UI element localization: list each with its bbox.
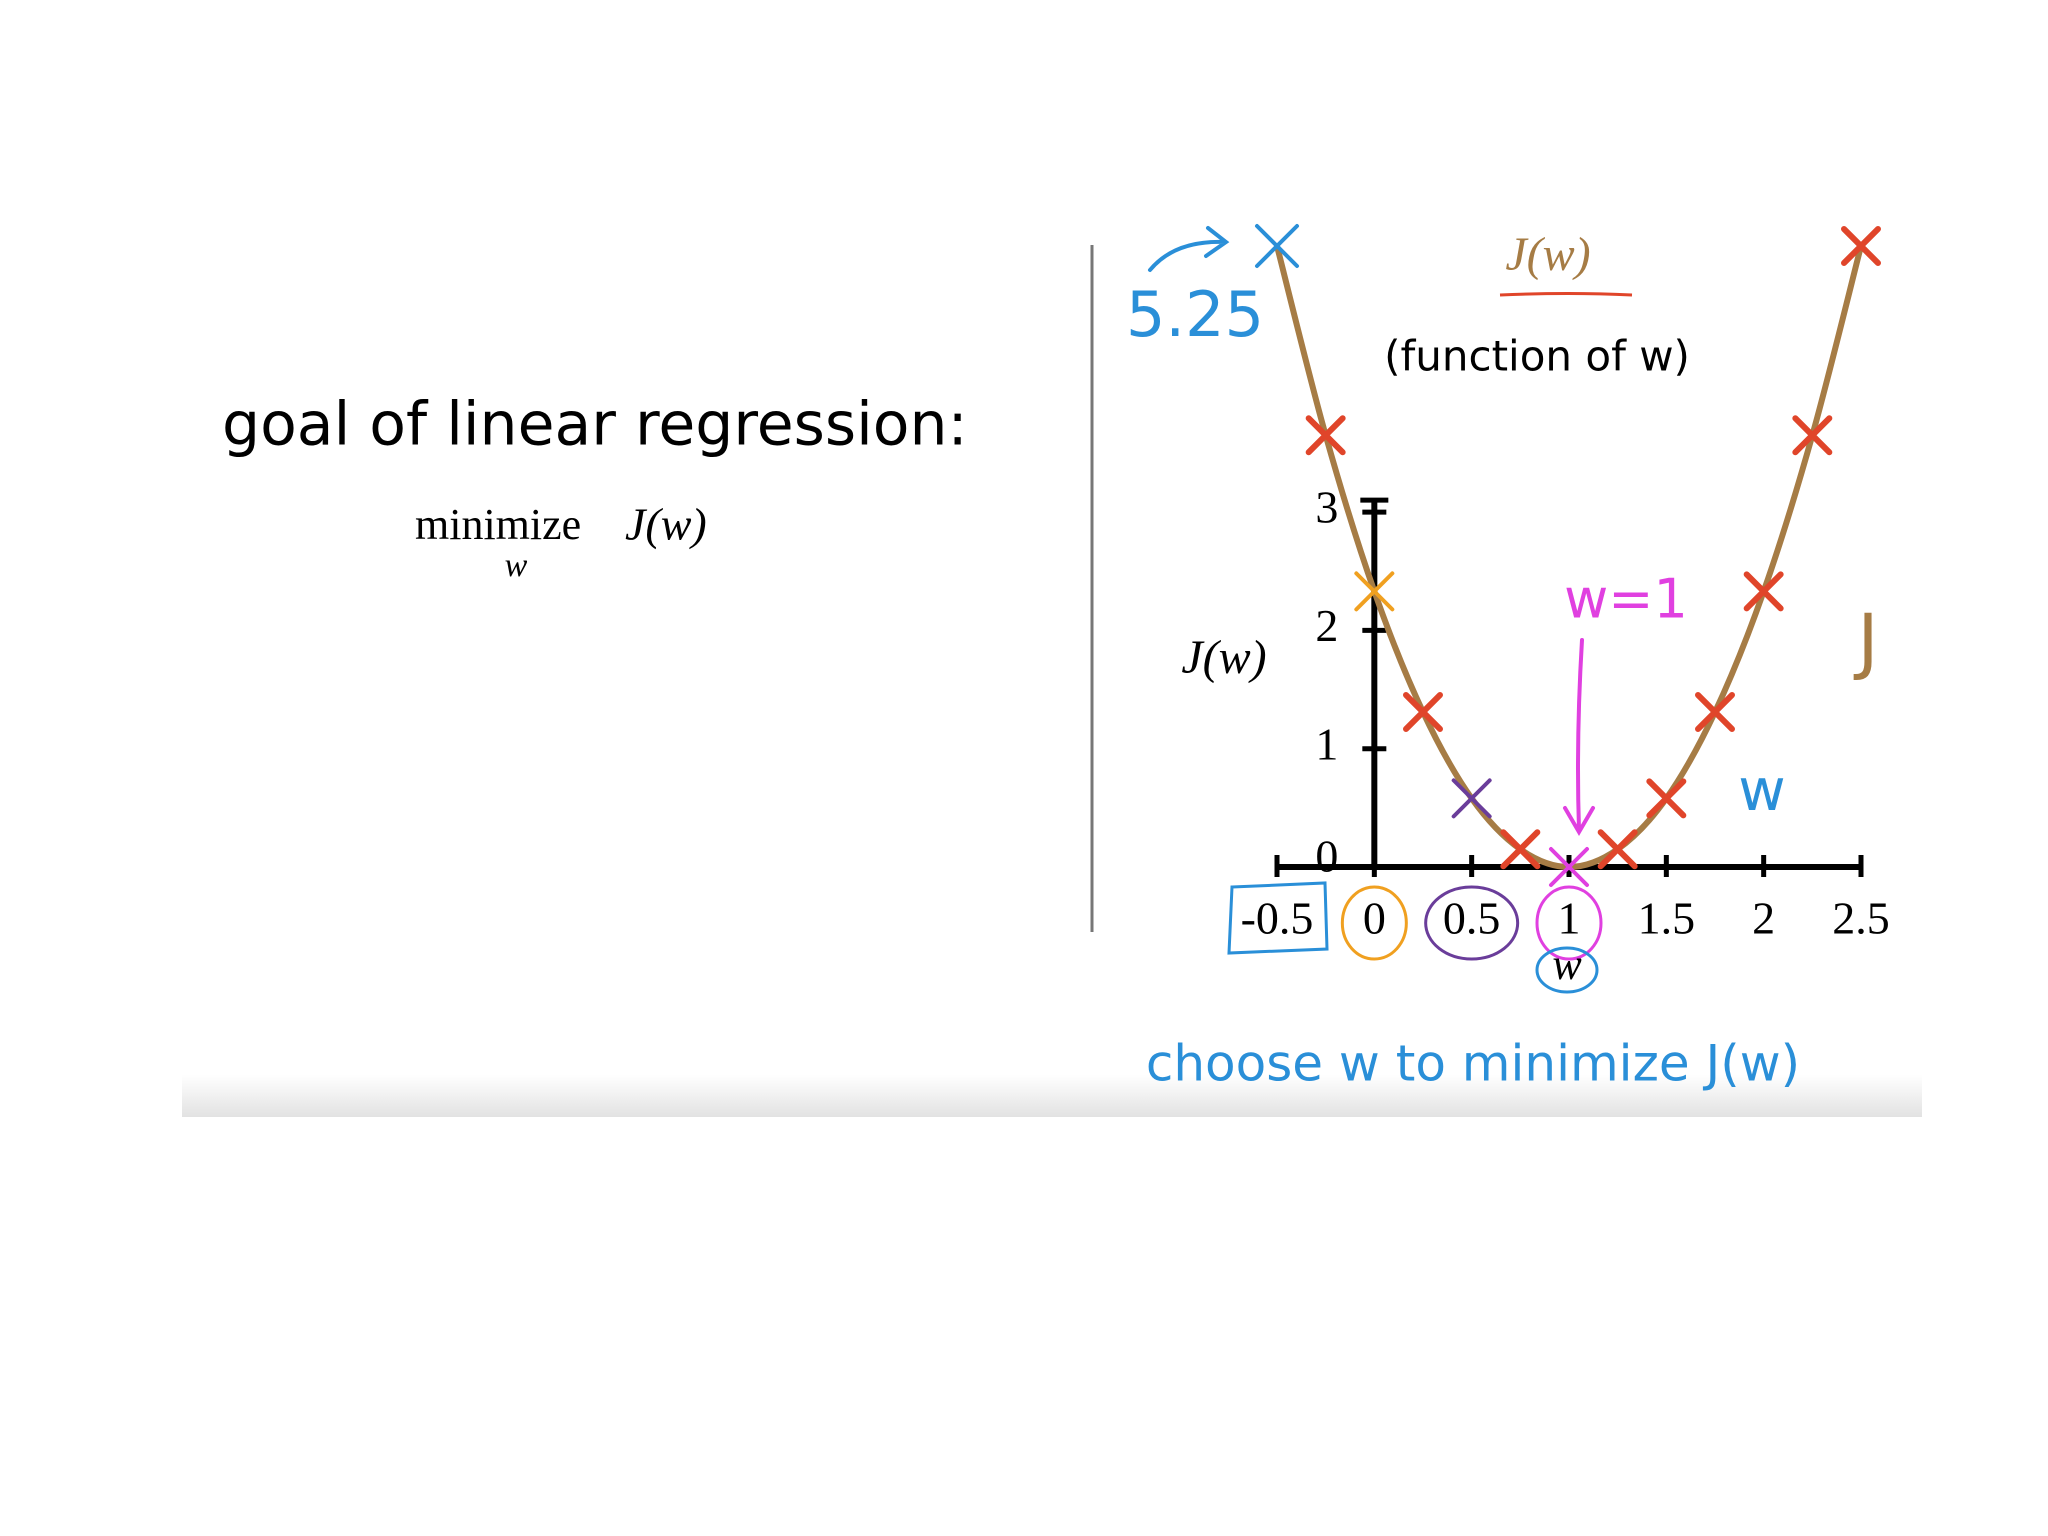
cross-marker (1549, 847, 1589, 887)
tick-circle (1424, 885, 1520, 961)
cross-marker (1841, 226, 1881, 266)
objective-subscript: w (505, 547, 528, 584)
x-tick-label: 0.5 (1443, 893, 1501, 944)
tick-box (1227, 881, 1329, 955)
y-tick-label: 1 (1315, 718, 1338, 769)
cross-marker (1597, 829, 1638, 870)
annotation: choose w to minimize J(w) (1146, 1035, 1800, 1093)
tick-circle (1535, 885, 1603, 961)
x-tick-label: 2 (1752, 893, 1775, 944)
cross-marker (1646, 778, 1687, 819)
cross-marker (1695, 692, 1735, 733)
x-label-circle (1535, 946, 1599, 994)
x-tick-label: 2.5 (1832, 893, 1890, 944)
x-tick-label: 1.5 (1638, 893, 1696, 944)
chart-title: J(w) (1505, 228, 1590, 281)
y-tick-label: 0 (1315, 831, 1338, 882)
y-tick-label: 3 (1315, 482, 1338, 533)
cross-marker (1792, 415, 1833, 456)
cross-marker (1451, 778, 1492, 819)
cross-marker (1500, 829, 1541, 870)
objective-func: J(w) (625, 499, 707, 550)
annotation-arrow (1563, 638, 1595, 836)
y-tick-label: 2 (1315, 600, 1338, 651)
objective-text: minimize (415, 500, 581, 549)
x-tick-label: -0.5 (1241, 893, 1314, 944)
cross-marker (1743, 571, 1784, 612)
point-label: 5.25 (1126, 278, 1264, 351)
cross-marker (1255, 224, 1299, 268)
cross-marker (1403, 692, 1443, 733)
annotation: w=1 (1564, 568, 1688, 631)
bottom-band (182, 1075, 1922, 1117)
x-tick-label: 0 (1363, 893, 1386, 944)
cross-marker (1305, 415, 1346, 456)
title-underline (1499, 292, 1633, 297)
y-axis-label: J(w) (1181, 631, 1266, 684)
label-arrow (1148, 226, 1230, 272)
tick-circle (1340, 885, 1408, 961)
annotation: w (1738, 756, 1785, 824)
heading: goal of linear regression: (222, 390, 968, 460)
cross-marker (1354, 571, 1395, 612)
annotation: J (1853, 599, 1878, 683)
chart-subtitle: (function of w) (1384, 332, 1690, 381)
x-tick-label: 1 (1558, 893, 1581, 944)
